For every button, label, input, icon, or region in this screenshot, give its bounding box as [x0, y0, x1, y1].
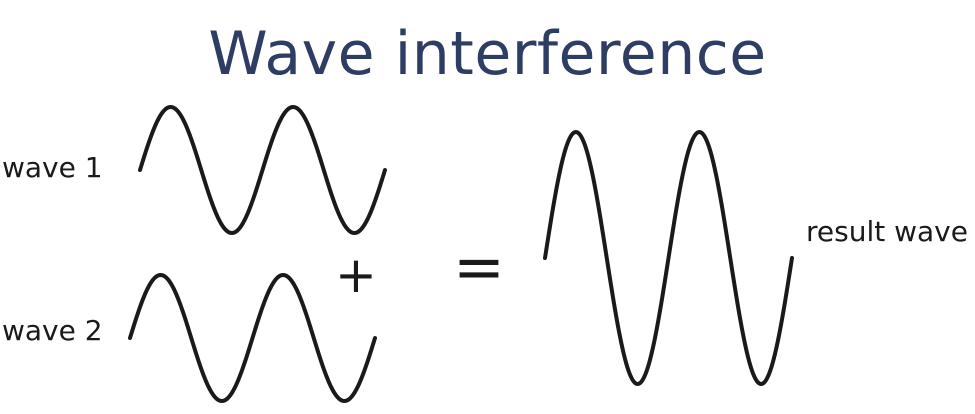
page-title: Wave interference	[208, 19, 767, 89]
wave-1-curve	[138, 105, 387, 235]
equals-sign: =	[453, 230, 505, 303]
result-wave-label: result wave	[806, 215, 968, 248]
wave-2-label: wave 2	[2, 314, 103, 347]
wave-1-label: wave 1	[2, 151, 103, 184]
plus-sign: +	[335, 246, 377, 304]
result-wave-curve	[543, 130, 794, 386]
wave-2-curve	[128, 273, 377, 403]
